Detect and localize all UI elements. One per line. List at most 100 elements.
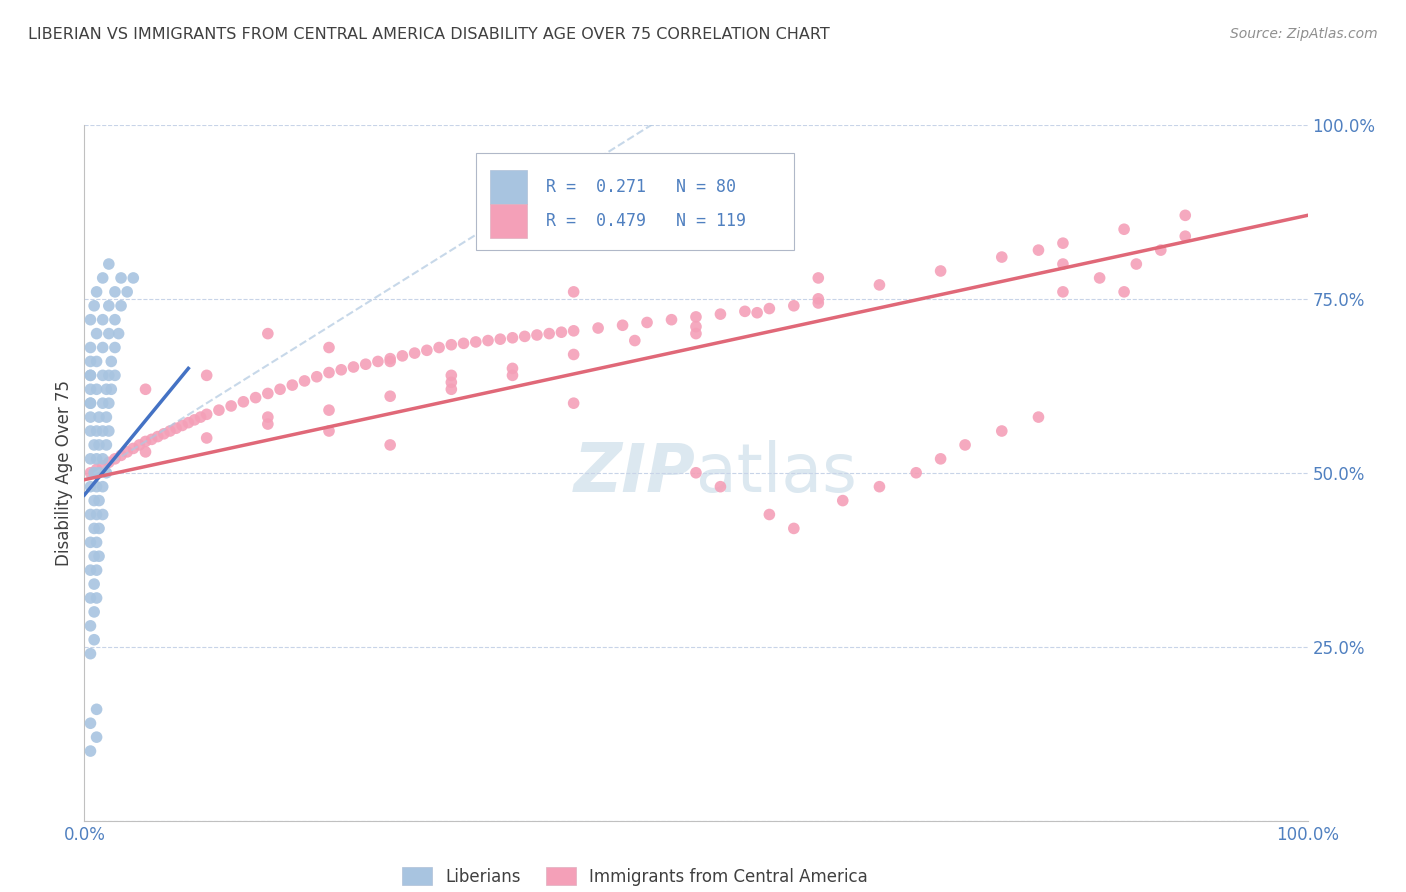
Point xyxy=(79,591,101,605)
Point xyxy=(91,312,114,326)
Point xyxy=(734,304,756,318)
Point xyxy=(195,368,218,383)
Point xyxy=(79,535,101,549)
Point xyxy=(257,417,280,431)
Point xyxy=(612,318,634,333)
Point xyxy=(586,321,609,335)
Point xyxy=(685,319,707,334)
Point xyxy=(79,716,101,731)
Point xyxy=(404,346,426,360)
Point xyxy=(1174,208,1197,222)
Point xyxy=(79,410,101,425)
Text: R =  0.271   N = 80: R = 0.271 N = 80 xyxy=(546,178,735,196)
Point xyxy=(183,413,205,427)
Point xyxy=(83,632,105,647)
Point xyxy=(87,549,110,564)
FancyBboxPatch shape xyxy=(475,153,794,250)
Point xyxy=(709,307,731,321)
Point xyxy=(83,577,105,591)
Point xyxy=(318,341,340,355)
Point xyxy=(79,508,101,522)
Point xyxy=(685,326,707,341)
Point xyxy=(489,332,512,346)
Point xyxy=(257,410,280,425)
Point xyxy=(79,480,101,494)
Point xyxy=(807,292,830,306)
Point xyxy=(122,271,145,285)
Point xyxy=(104,451,127,466)
Point xyxy=(96,466,118,480)
Point xyxy=(115,285,138,299)
Point xyxy=(91,396,114,410)
Point xyxy=(146,429,169,443)
Point xyxy=(91,424,114,438)
Point xyxy=(1114,222,1136,236)
Point xyxy=(501,368,523,383)
Point xyxy=(367,354,389,368)
Point xyxy=(86,354,108,368)
Point xyxy=(91,508,114,522)
Point xyxy=(104,341,127,355)
Point xyxy=(86,535,108,549)
Point xyxy=(86,285,108,299)
Point xyxy=(929,451,952,466)
Point xyxy=(79,368,101,383)
Point xyxy=(831,493,853,508)
Point xyxy=(1114,285,1136,299)
Point xyxy=(110,271,132,285)
Point xyxy=(86,326,108,341)
Point xyxy=(869,480,891,494)
Point xyxy=(97,299,120,313)
Point xyxy=(1125,257,1147,271)
Point xyxy=(83,438,105,452)
Point xyxy=(97,257,120,271)
Point xyxy=(79,744,101,758)
Point xyxy=(440,368,463,383)
Point xyxy=(783,299,806,313)
Point xyxy=(86,508,108,522)
Point xyxy=(91,341,114,355)
FancyBboxPatch shape xyxy=(491,204,527,237)
Point xyxy=(453,336,475,351)
Point xyxy=(91,480,114,494)
Text: R =  0.479   N = 119: R = 0.479 N = 119 xyxy=(546,212,745,230)
Text: atlas: atlas xyxy=(696,440,856,506)
Point xyxy=(758,301,780,316)
Point xyxy=(318,424,340,438)
Point xyxy=(135,382,157,396)
Point xyxy=(1088,271,1111,285)
Point xyxy=(869,277,891,292)
Point xyxy=(97,455,120,469)
Point xyxy=(172,418,194,433)
Point xyxy=(86,451,108,466)
Point xyxy=(1150,243,1173,257)
Point xyxy=(159,424,181,438)
FancyBboxPatch shape xyxy=(491,170,527,203)
Point xyxy=(427,341,450,355)
Point xyxy=(91,368,114,383)
Text: LIBERIAN VS IMMIGRANTS FROM CENTRAL AMERICA DISABILITY AGE OVER 75 CORRELATION C: LIBERIAN VS IMMIGRANTS FROM CENTRAL AMER… xyxy=(28,27,830,42)
Point xyxy=(294,374,316,388)
Point xyxy=(79,563,101,577)
Point xyxy=(1174,229,1197,244)
Point xyxy=(79,647,101,661)
Point xyxy=(79,341,101,355)
Point xyxy=(86,702,108,716)
Point xyxy=(953,438,976,452)
Point xyxy=(104,368,127,383)
Point xyxy=(86,462,108,476)
Point xyxy=(83,605,105,619)
Point xyxy=(440,382,463,396)
Point xyxy=(83,549,105,564)
Text: ZIP: ZIP xyxy=(574,440,696,506)
Point xyxy=(83,299,105,313)
Point xyxy=(91,271,114,285)
Point xyxy=(709,480,731,494)
Point xyxy=(513,329,536,343)
Point xyxy=(91,458,114,473)
Point xyxy=(232,394,254,409)
Point xyxy=(208,403,231,417)
Point xyxy=(83,521,105,535)
Point xyxy=(526,328,548,343)
Point xyxy=(100,382,122,396)
